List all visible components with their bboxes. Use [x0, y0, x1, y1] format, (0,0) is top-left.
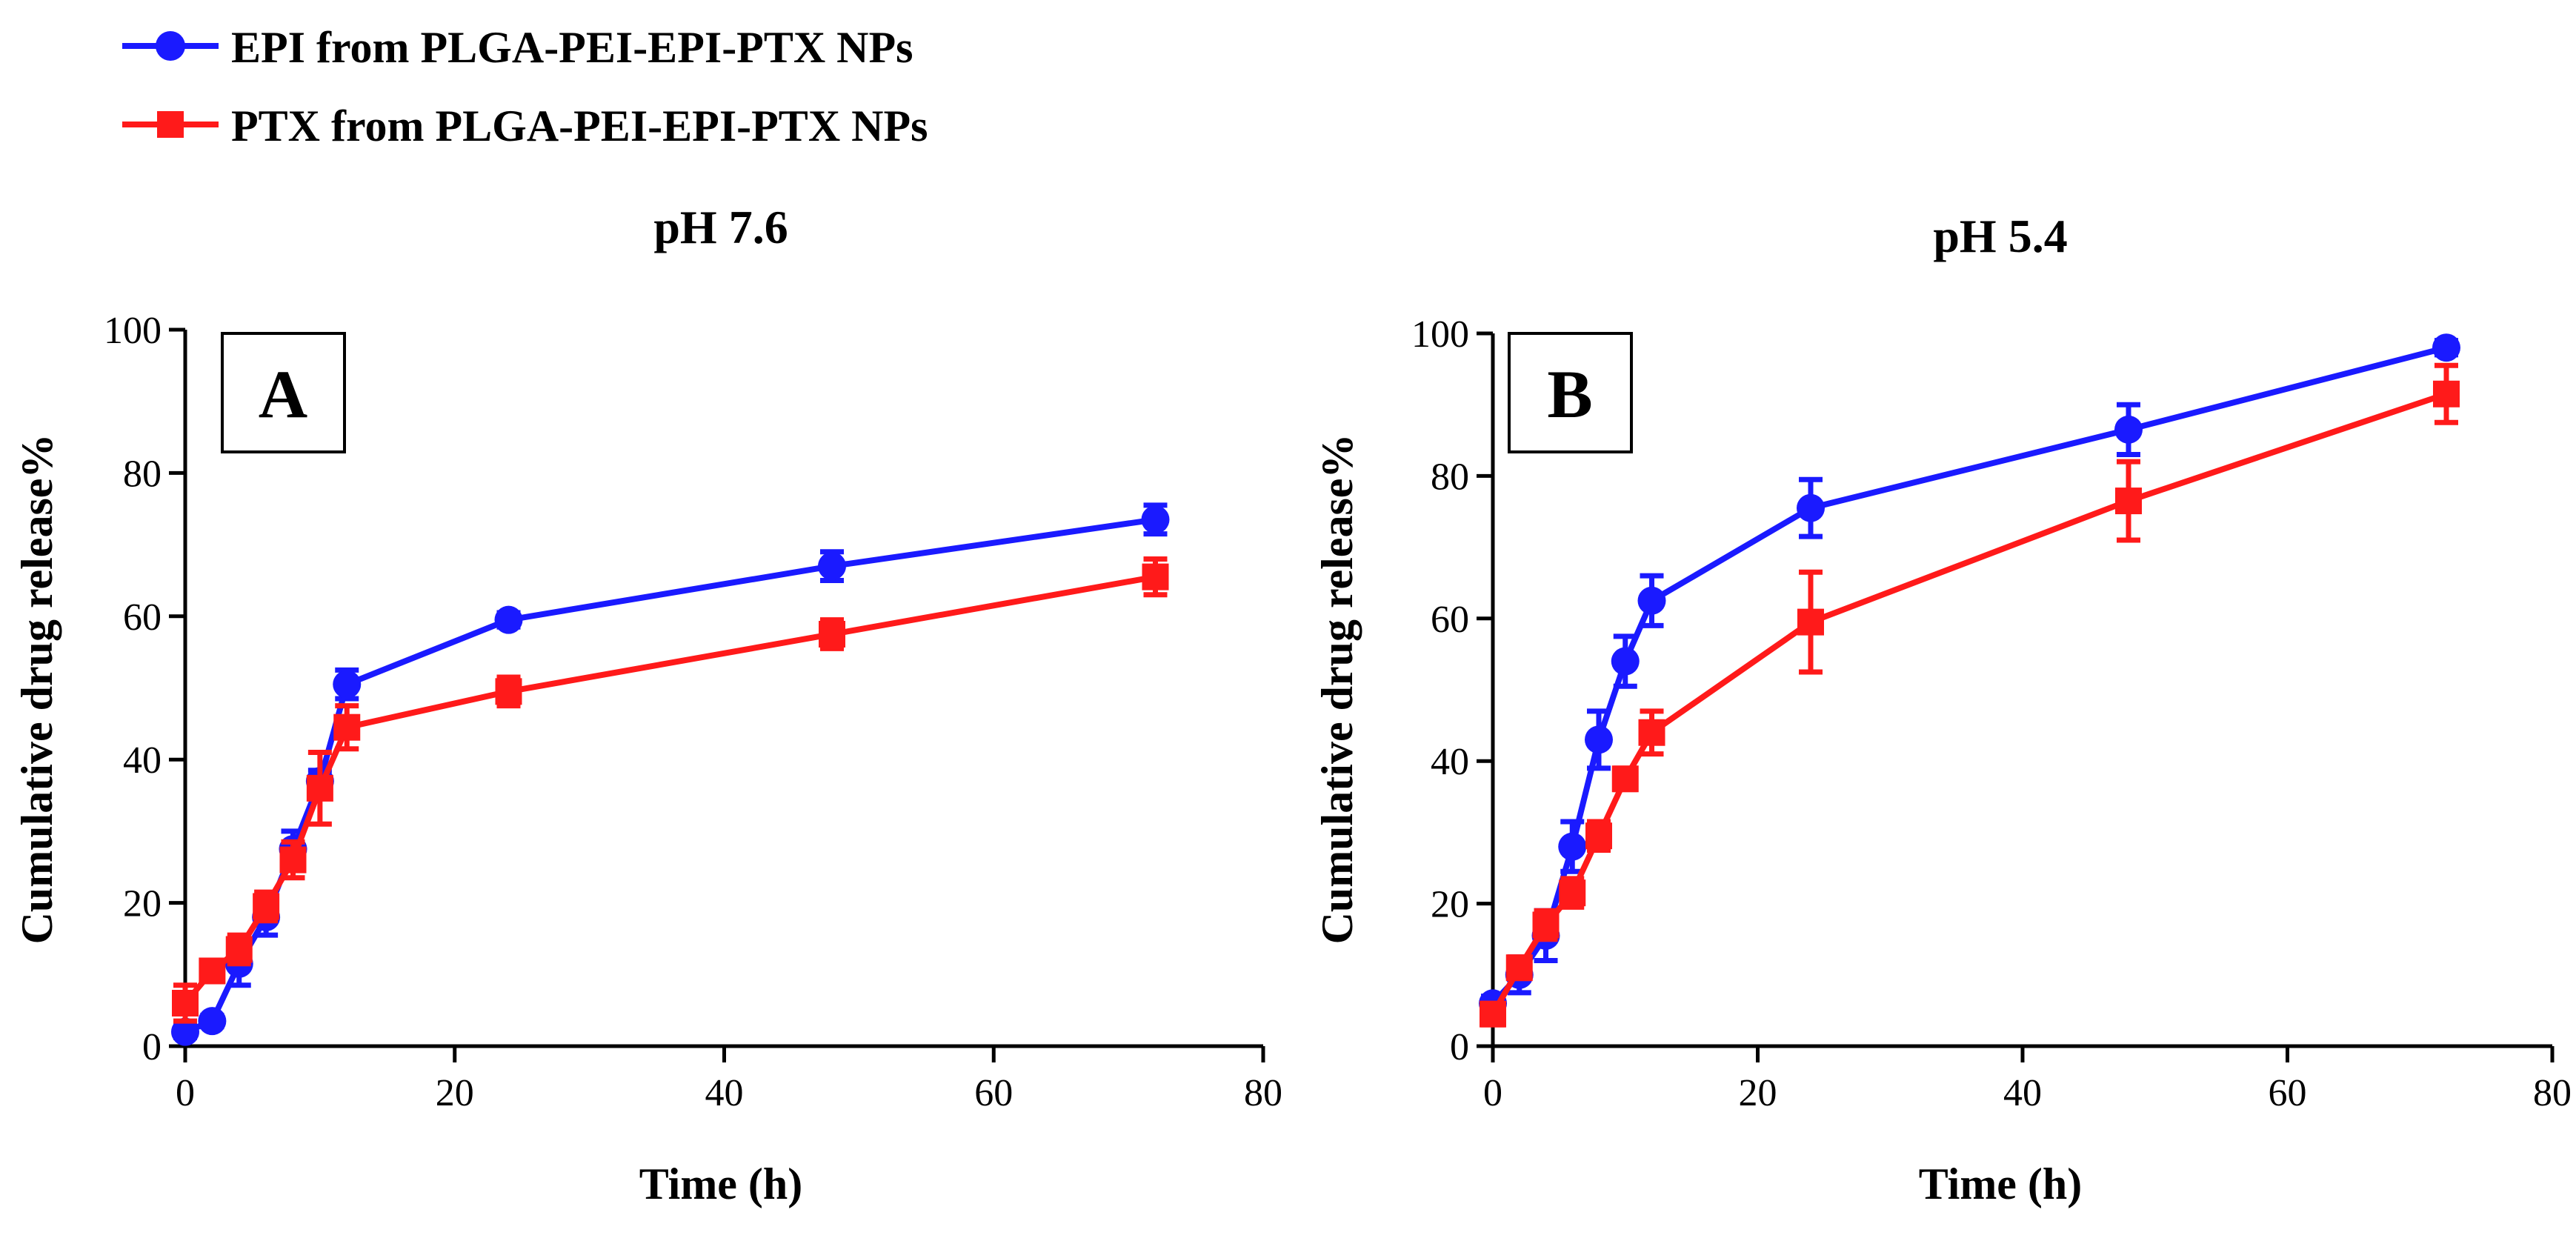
panel-b-ptx-point [1505, 954, 1533, 982]
panel-a-epi-point [171, 1017, 199, 1046]
panel-a-series-ptx [172, 556, 1169, 1024]
legend-ptx-label: PTX from PLGA-PEI-EPI-PTX NPs [231, 102, 928, 150]
panel-a-ptx-point [306, 774, 333, 802]
panel-a-letter: A [259, 356, 307, 432]
panel-b-epi-point [2432, 333, 2460, 362]
legend-epi-label: EPI from PLGA-PEI-EPI-PTX NPs [231, 23, 913, 72]
panel-b-ptx-point [2433, 380, 2460, 407]
panel-a-ptx-point [1142, 563, 1169, 590]
panel-a-x-tick-label: 80 [1244, 1072, 1282, 1114]
panel-a-x-tick-label: 20 [436, 1072, 474, 1114]
panel-a-letter-box [221, 332, 346, 453]
panel-b-y-tick-label: 0 [1450, 1026, 1469, 1068]
panel-b-y-axis-label: Cumulative drug release% [1313, 434, 1362, 945]
panel-a-epi-point [1141, 505, 1170, 534]
panel-a-series [171, 502, 1170, 1046]
panel-b-y-tick-label: 100 [1411, 313, 1469, 356]
panel-a-ptx-point [819, 620, 845, 648]
panel-b-y-tick-label: 60 [1431, 599, 1469, 641]
panel-a-y-tick-label: 20 [123, 883, 162, 925]
panel-b-letter-box [1508, 332, 1633, 453]
panel-b-y-tick-label: 80 [1431, 456, 1469, 498]
panel-b-letter: B [1547, 356, 1592, 432]
panel-a-epi-line [184, 516, 1156, 1035]
panel-a-epi-point [494, 605, 523, 634]
panel-a-y-tick-label: 100 [104, 310, 162, 352]
panel-b-epi-point [1797, 493, 1825, 522]
panel-a-ptx-point [172, 989, 199, 1017]
panel-a-ptx-point [253, 893, 280, 920]
panel-b-axes: 0 20 40 60 80 100 0 20 40 60 80 [1411, 313, 2572, 1114]
panel-b-epi-point [1558, 832, 1587, 861]
panel-a-x-tick-label: 60 [974, 1072, 1013, 1114]
panel-b-epi-point [1585, 725, 1613, 754]
panel-b-x-tick-label: 80 [2533, 1072, 2572, 1114]
panel-a-y-axis-label: Cumulative drug release% [13, 434, 61, 945]
panel-b-ptx-point [2115, 488, 2142, 515]
panel-a-y-tick-label: 40 [123, 739, 162, 782]
panel-b-series [1479, 333, 2460, 1028]
panel-b-epi-point [1611, 647, 1640, 676]
panel-a-x-axis-label: Time (h) [639, 1160, 803, 1208]
panel-b-series-ptx [1480, 362, 2460, 1028]
panel-b-x-tick-label: 20 [1739, 1072, 1777, 1114]
panel-b-ptx-point [1559, 879, 1586, 907]
panel-a-epi-point [333, 670, 362, 699]
panel-a-ptx-line [182, 573, 1156, 1005]
panel-b-ptx-point [1532, 911, 1560, 939]
panel-b-y-tick-label: 20 [1431, 884, 1469, 926]
panel-b-epi-line [1491, 345, 2447, 1006]
panel-b-ptx-point [1585, 822, 1612, 850]
panel-a-y-tick-label: 80 [123, 453, 162, 495]
panel-b-ptx-point [1611, 765, 1639, 793]
panel-b-x-axis-label: Time (h) [1919, 1160, 2083, 1208]
panel-a-y-tick-label: 60 [123, 596, 162, 639]
panel-a-ptx-point [199, 957, 226, 985]
panel-a-ptx-point [279, 846, 307, 874]
panel-a-ptx-point [333, 713, 361, 741]
panel-a-x-tick-label: 0 [176, 1072, 195, 1114]
panel-b-ph-5-4: pH 5.4 Cumulative drug release% Time (h)… [1313, 210, 2572, 1208]
panel-b-ptx-point [1480, 1000, 1506, 1028]
panel-a-ph-7-6: pH 7.6 Cumulative drug release% Time (h)… [13, 201, 1282, 1208]
panel-b-x-tick-label: 0 [1483, 1072, 1502, 1114]
panel-a-ptx-point [495, 678, 522, 705]
panel-b-ptx-line [1490, 390, 2448, 1016]
legend-entry-ptx: PTX from PLGA-PEI-EPI-PTX NPs [122, 102, 928, 150]
panel-b-y-tick-label: 40 [1431, 741, 1469, 783]
panel-a-axes: 0 20 40 60 80 100 0 20 40 60 80 [104, 310, 1282, 1114]
panel-a-ptx-point [225, 936, 253, 963]
panel-b-x-tick-label: 40 [2003, 1072, 2042, 1114]
legend: EPI from PLGA-PEI-EPI-PTX NPs PTX from P… [122, 23, 928, 150]
panel-b-ptx-point [1797, 608, 1824, 636]
panel-a-x-tick-label: 40 [705, 1072, 744, 1114]
legend-epi-circle-marker [156, 31, 185, 61]
panel-a-epi-point [818, 552, 846, 581]
panel-b-epi-point [1637, 586, 1666, 615]
panel-b-ptx-point [1638, 719, 1665, 746]
panel-b-title: pH 5.4 [1933, 210, 2067, 262]
legend-entry-epi: EPI from PLGA-PEI-EPI-PTX NPs [122, 23, 913, 72]
panel-a-epi-point [198, 1007, 227, 1036]
panel-a-title: pH 7.6 [653, 201, 788, 253]
panel-b-epi-point [2114, 415, 2143, 444]
legend-ptx-square-marker [157, 111, 184, 138]
panel-b-x-tick-label: 60 [2269, 1072, 2307, 1114]
panel-a-y-tick-label: 0 [142, 1026, 162, 1068]
